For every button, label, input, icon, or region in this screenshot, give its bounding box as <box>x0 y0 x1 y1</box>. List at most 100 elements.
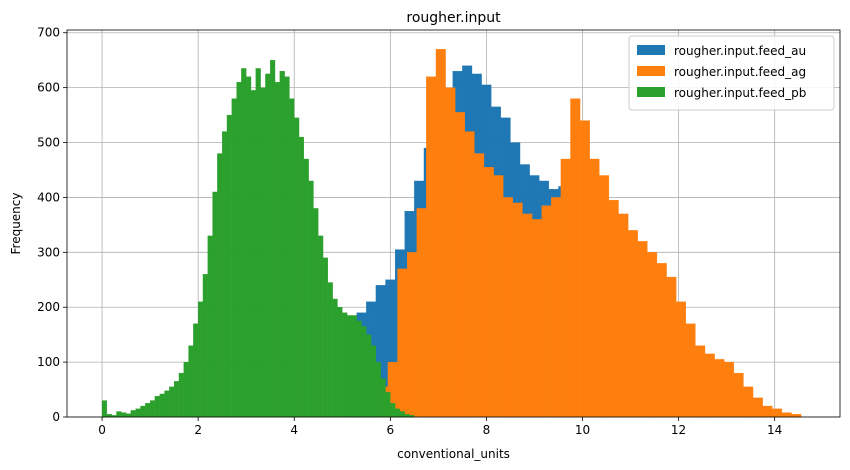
histogram-bar <box>599 175 610 418</box>
x-tick-label: 14 <box>767 423 782 437</box>
legend-entry: rougher.input.feed_pb <box>674 86 806 100</box>
histogram-bar <box>322 257 329 418</box>
histogram-bar <box>399 411 405 418</box>
histogram-bar <box>493 175 504 418</box>
histogram-bar <box>666 276 677 418</box>
histogram-bar <box>145 403 151 418</box>
histogram-bar <box>327 282 333 418</box>
histogram-bar <box>121 412 127 418</box>
histogram-bar <box>512 202 523 418</box>
histogram-bar <box>435 49 446 418</box>
y-tick-label: 300 <box>37 245 60 259</box>
histogram-bar <box>198 301 204 418</box>
series-2-bars <box>378 49 802 418</box>
histogram-bar <box>183 361 189 418</box>
histogram-bar <box>169 386 175 418</box>
histogram-bar <box>342 312 348 418</box>
chart-title: rougher.input <box>406 10 501 26</box>
histogram-bar <box>647 252 658 418</box>
histogram-bar <box>241 68 247 418</box>
histogram-bar <box>474 153 485 418</box>
histogram-bar <box>303 158 309 418</box>
histogram-bar <box>394 408 401 418</box>
legend-box <box>628 35 835 111</box>
histogram-bar <box>337 307 343 418</box>
histogram-bar <box>351 315 357 418</box>
histogram-bar <box>656 263 667 418</box>
histogram-bar <box>743 386 754 418</box>
histogram-bar <box>222 131 228 418</box>
histogram-bar <box>772 408 783 418</box>
histogram-bar <box>260 87 266 418</box>
histogram-bar <box>380 378 386 418</box>
y-tick-label: 500 <box>37 136 60 150</box>
x-tick-label: 4 <box>290 423 298 437</box>
histogram-bar <box>308 180 314 418</box>
histogram-bar <box>522 213 533 418</box>
histogram-bar <box>255 68 261 418</box>
histogram-bar <box>207 235 213 418</box>
legend-entry: rougher.input.feed_ag <box>674 65 806 79</box>
legend-swatch <box>637 45 665 55</box>
histogram-bar <box>385 392 391 418</box>
histogram-bar <box>188 345 194 418</box>
histogram-bar <box>294 117 300 418</box>
histogram-bar <box>202 274 208 418</box>
histogram-bar <box>714 359 725 418</box>
histogram-bar <box>246 76 252 418</box>
histogram-bar <box>375 361 381 418</box>
bars-layer <box>101 49 802 418</box>
legend-swatch <box>637 66 665 76</box>
histogram-bar <box>791 414 802 418</box>
histogram-bar <box>193 323 199 418</box>
histogram-bar <box>464 131 475 418</box>
histogram-bar <box>704 353 715 418</box>
histogram-bar <box>332 298 338 418</box>
histogram-bar <box>270 60 276 418</box>
histogram-bar <box>445 87 456 418</box>
histogram-bar <box>116 411 122 418</box>
histogram-bar <box>752 397 763 418</box>
plot-frame <box>66 29 841 418</box>
histogram-bar <box>406 252 417 418</box>
histogram-bar <box>390 403 396 418</box>
histogram-bar <box>397 268 408 418</box>
histogram-bar <box>279 71 285 418</box>
histogram-bar <box>685 323 696 418</box>
histogram-bar <box>366 334 372 418</box>
y-tick-label: 400 <box>37 190 60 204</box>
legend-swatch <box>637 87 665 97</box>
histogram-bar <box>164 390 170 418</box>
histogram-bar <box>265 73 271 418</box>
histogram-bar <box>455 112 465 418</box>
histogram-bar <box>236 81 242 418</box>
axes-layer: 0 2 4 6 8 10 12 14 0 100 200 300 400 500 600 700 <box>37 26 841 437</box>
x-tick-label: 10 <box>575 423 590 437</box>
legend: rougher.input.feed_au rougher.input.feed_… <box>628 35 835 111</box>
series-3-bars <box>101 60 415 418</box>
legend-entry: rougher.input.feed_au <box>674 44 806 58</box>
x-axis-label: conventional_units <box>397 447 510 461</box>
histogram-bar <box>627 230 638 418</box>
histogram-bar <box>676 301 686 418</box>
histogram-bar <box>217 153 223 418</box>
histogram-bar <box>695 345 706 418</box>
x-tick-label: 6 <box>387 423 395 437</box>
histogram-bar <box>101 400 108 418</box>
histogram-bar <box>483 167 494 418</box>
histogram-bar <box>125 413 132 418</box>
histogram-bar <box>298 136 304 418</box>
histogram-bar <box>140 405 146 418</box>
histogram-bar <box>733 372 744 418</box>
x-tick-label: 12 <box>671 423 686 437</box>
y-tick-label: 200 <box>37 300 60 314</box>
y-tick-label: 600 <box>37 81 60 95</box>
histogram-bar <box>159 393 165 418</box>
histogram-bar <box>589 158 600 418</box>
y-axis-label: Frequency <box>9 193 23 255</box>
y-tick-label: 700 <box>37 26 60 40</box>
histogram-bar <box>149 400 156 418</box>
y-tick-label: 100 <box>37 355 60 369</box>
